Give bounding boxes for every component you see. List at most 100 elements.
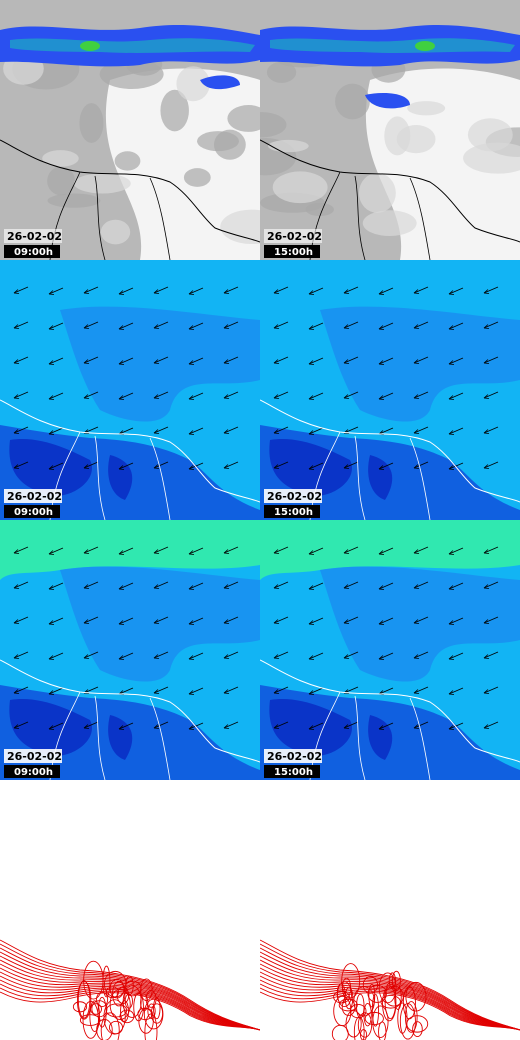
wind-arrow-head [308,655,315,660]
wind-arrow-head [13,654,20,659]
wind-arrow [378,287,394,295]
high-field [260,520,520,580]
wind-arrow-head [48,325,55,330]
time-box [264,765,320,778]
wind-arrow-head [308,690,315,695]
wind-arrow-head [188,725,195,730]
contour-ring [359,1029,368,1040]
wind-arrow [153,546,169,554]
wind-arrow [48,687,64,695]
cloud-patch [407,101,446,116]
wind-arrow [413,426,429,434]
contour-background [0,780,260,1040]
wind-arrow-head [118,550,125,555]
wind-arrow-head [13,429,20,434]
wind-arrow [48,617,64,625]
wind-arrow [188,547,204,555]
wind-arrow [308,687,324,695]
time-label: 15:00h [274,507,313,518]
wind-arrow-head [83,654,90,659]
wind-arrow [48,357,64,365]
contour-line [260,991,520,1031]
wind-arrow-head [273,584,280,589]
wind-arrow-head [378,325,385,330]
wind-arrow-head [153,289,160,294]
wind-arrow [83,721,99,729]
wind-arrow-head [223,394,230,399]
wind-arrow [13,286,29,294]
wind-arrow-head [483,289,490,294]
mid-field [60,306,260,422]
wind-arrow-head [343,654,350,659]
contour-ring [116,986,130,1005]
wind-arrow-head [48,430,55,435]
date-label: 26-02-02 [267,230,322,243]
wind-arrow [118,582,134,590]
contour-ring [405,981,427,1012]
map-panel: 26-02-02 15:00h [260,0,520,260]
wind-arrow [483,651,499,659]
wind-arrow [223,616,239,624]
contour-line [260,987,520,1031]
wind-arrow [343,651,359,659]
wind-arrow-head [188,465,195,470]
contour-line [0,983,260,1031]
wind-arrow-head [13,289,20,294]
contour-ring [363,1002,372,1027]
wind-arrow-head [153,324,160,329]
wind-arrow [118,652,134,660]
river [94,435,106,520]
wind-arrow [483,286,499,294]
cloud-patch [305,202,334,217]
wind-arrow [13,721,29,729]
river [409,177,431,260]
contour-ring [338,998,358,1012]
wind-arrow [118,462,134,470]
wind-arrow-head [118,655,125,660]
wind-arrow [343,581,359,589]
wind-arrow-head [273,619,280,624]
wind-arrow-head [48,395,55,400]
wind-arrow [188,652,204,660]
wind-arrow-head [413,359,420,364]
wind-arrow-head [223,689,230,694]
cloud-patch [160,89,189,132]
wind-arrow [223,581,239,589]
wind-arrow-head [188,395,195,400]
wind-arrow [188,427,204,435]
wind-arrow-head [343,619,350,624]
wind-arrow-head [83,289,90,294]
contour-ring [72,1001,88,1013]
wind-arrow-head [448,655,455,660]
contour-line [0,955,260,1031]
wind-arrow [413,461,429,469]
wind-arrow-head [223,724,230,729]
time-label: 09:00h [14,767,53,778]
wind-arrow-head [413,324,420,329]
wind-arrow-head [413,619,420,624]
cloud-patch [73,173,131,194]
wind-arrow-head [83,724,90,729]
wind-arrow-head [188,290,195,295]
time-box [264,245,320,258]
wind-arrow [13,356,29,364]
wind-arrow [343,426,359,434]
contour-ring [345,1010,362,1038]
wind-arrow-head [223,289,230,294]
time-box [4,245,60,258]
wind-arrow [13,426,29,434]
wind-arrow [308,617,324,625]
cloud-patch [362,210,417,237]
wind-arrow [308,427,324,435]
wind-arrow-head [153,584,160,589]
date-box [264,749,322,763]
wind-arrow [413,391,429,399]
wind-arrow [273,461,289,469]
contour-line [260,959,520,1031]
contour-ring [337,981,352,1008]
wind-arrow [483,581,499,589]
time-label: 09:00h [14,507,53,518]
rain-core [10,38,255,53]
wind-arrow-head [223,359,230,364]
contour-line [260,943,520,1031]
